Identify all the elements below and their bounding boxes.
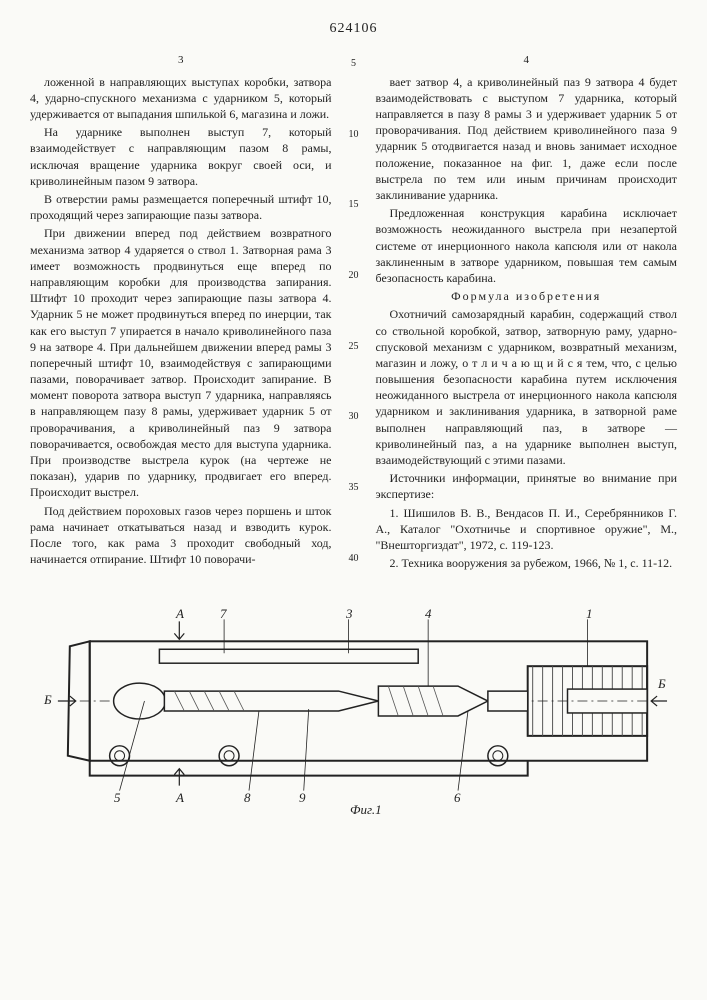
formula-body: Охотничий самозарядный карабин, содержащ… [376, 306, 678, 468]
para: В отверстии рамы размещается поперечный … [30, 191, 332, 223]
callout-a-top: A [176, 605, 184, 623]
callout-8: 8 [244, 789, 251, 807]
formula-heading: Формула изобретения [376, 288, 678, 304]
callout-3: 3 [346, 605, 353, 623]
callout-b-right: Б [658, 675, 666, 693]
callout-9: 9 [299, 789, 306, 807]
figure-1: A 7 3 4 1 5 8 9 6 Б Б A Фиг.1 [30, 591, 677, 821]
document-number: 624106 [30, 20, 677, 39]
callout-7: 7 [220, 605, 227, 623]
callout-5: 5 [114, 789, 121, 807]
figure-svg [30, 591, 677, 821]
para: Под действием пороховых газов через порш… [30, 503, 332, 568]
right-column: 4 вает затвор 4, а криволинейный паз 9 з… [376, 53, 678, 573]
text-columns: 3 ложенной в направляющих выступах короб… [30, 53, 677, 573]
para: Предложенная конструкция карабина исключ… [376, 205, 678, 286]
callout-1: 1 [586, 605, 593, 623]
callout-b-left: Б [44, 691, 52, 709]
line-marker: 25 [346, 340, 362, 354]
left-column: 3 ложенной в направляющих выступах короб… [30, 53, 332, 573]
source-item: 2. Техника вооружения за рубежом, 1966, … [376, 555, 678, 571]
line-marker: 5 [346, 57, 362, 71]
callout-6: 6 [454, 789, 461, 807]
para: При движении вперед под действием возвра… [30, 225, 332, 500]
line-marker: 35 [346, 481, 362, 495]
para: вает затвор 4, а криволинейный паз 9 зат… [376, 74, 678, 204]
line-marker: 15 [346, 198, 362, 212]
callout-4: 4 [425, 605, 432, 623]
line-number-gutter: 5 10 15 20 25 30 35 40 [346, 53, 362, 573]
callout-a-bottom: A [176, 789, 184, 807]
figure-label: Фиг.1 [350, 801, 382, 819]
page-number-left: 3 [30, 53, 332, 68]
source-item: 1. Шишилов В. В., Вендасов П. И., Серебр… [376, 505, 678, 554]
line-marker: 20 [346, 269, 362, 283]
sources-heading: Источники информации, принятые во вниман… [376, 470, 678, 502]
para: ложенной в направляющих выступах коробки… [30, 74, 332, 123]
para: На ударнике выполнен выступ 7, который в… [30, 124, 332, 189]
line-marker: 40 [346, 552, 362, 566]
page-number-right: 4 [376, 53, 678, 68]
line-marker: 30 [346, 410, 362, 424]
line-marker: 10 [346, 128, 362, 142]
